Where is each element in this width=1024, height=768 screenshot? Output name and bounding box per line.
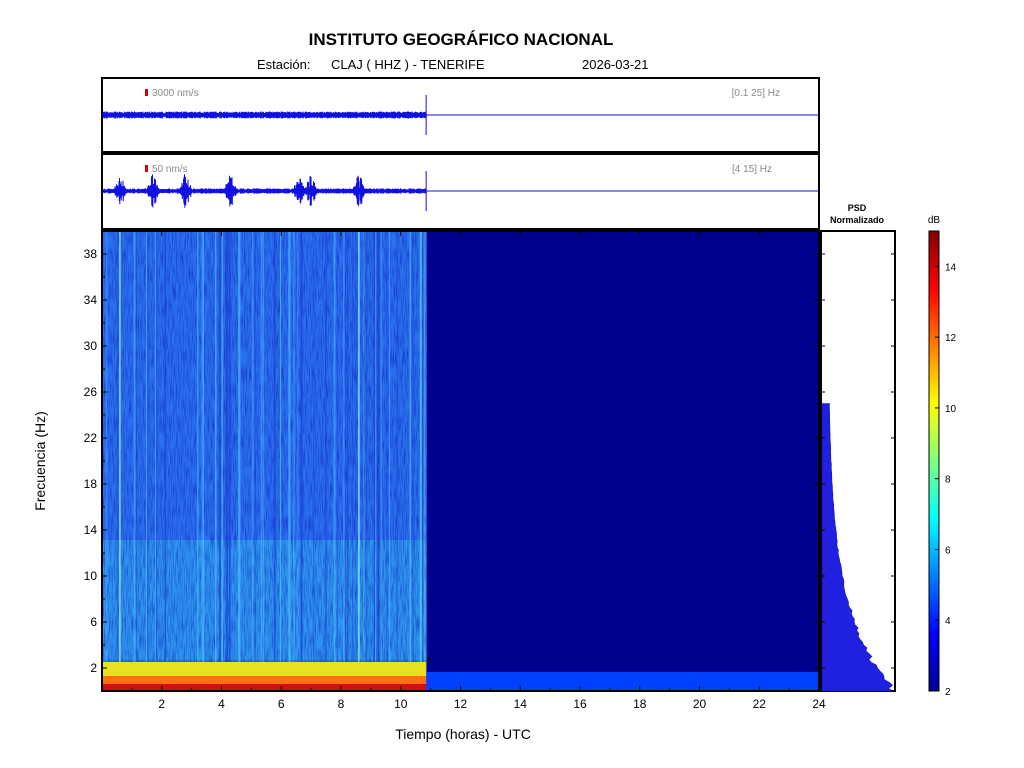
filtered-trace: [102, 171, 818, 211]
spectrogram-empty-region: [426, 231, 819, 691]
x-tick-label: 8: [338, 697, 345, 711]
x-tick-label: 12: [454, 697, 468, 711]
y-tick-label: 14: [84, 523, 98, 537]
broadband-trace: [102, 95, 818, 135]
x-axis-label: Tiempo (horas) - UTC: [395, 726, 531, 742]
spectrogram-low-red: [102, 684, 427, 691]
date-label: 2026-03-21: [582, 57, 649, 72]
colorbar-gradient: [928, 230, 940, 692]
scale-marker-icon: [145, 89, 148, 96]
psd-curve: [821, 403, 893, 692]
y-axis-label: Frecuencia (Hz): [32, 411, 48, 511]
x-tick-label: 14: [514, 697, 528, 711]
colorbar-tick-label: 12: [945, 333, 957, 344]
colorbar-ticks: 2 4 6 8 10 12 14: [935, 262, 957, 698]
x-tick-label: 2: [158, 697, 165, 711]
scale-marker-icon: [145, 165, 148, 172]
colorbar: dB 2 4 6 8 10 12 14: [928, 215, 957, 698]
colorbar-tick-label: 14: [945, 262, 957, 273]
station-name: CLAJ ( HHZ ) - TENERIFE: [331, 57, 485, 72]
y-tick-label: 34: [84, 293, 98, 307]
psd-label-line2: Normalizado: [830, 215, 885, 225]
filtered-band-label: [4 15] Hz: [732, 164, 772, 175]
spectrogram-low-band: [426, 672, 819, 691]
psd-label-line1: PSD: [848, 203, 867, 213]
colorbar-tick-label: 10: [945, 404, 957, 415]
y-tick-label: 6: [90, 615, 97, 629]
spectrogram-event-lines: [101, 231, 427, 671]
spectrogram-low-orange: [102, 676, 427, 684]
x-tick-label: 24: [812, 697, 826, 711]
filtered-scale-label: 50 nm/s: [152, 164, 188, 175]
colorbar-tick-label: 2: [945, 687, 951, 698]
y-tick-label: 22: [84, 431, 98, 445]
station-label: Estación:: [257, 57, 310, 72]
broadband-scale-label: 3000 nm/s: [152, 88, 199, 99]
psd-panel: PSD Normalizado: [820, 203, 896, 692]
x-tick-label: 4: [218, 697, 225, 711]
psd-ticks: [821, 253, 895, 669]
x-tick-label: 20: [693, 697, 707, 711]
y-tick-label: 2: [90, 661, 97, 675]
x-tick-label: 6: [278, 697, 285, 711]
x-tick-label: 18: [633, 697, 647, 711]
y-tick-label: 26: [84, 385, 98, 399]
y-tick-label: 10: [84, 569, 98, 583]
x-tick-label: 16: [573, 697, 587, 711]
x-tick-label: 22: [753, 697, 767, 711]
colorbar-tick-label: 4: [945, 616, 951, 627]
broadband-band-label: [0.1 25] Hz: [732, 88, 780, 99]
y-tick-label: 38: [84, 247, 98, 261]
seismogram-panel-broadband: 3000 nm/s [0.1 25] Hz: [101, 77, 820, 153]
spectrogram-noise-texture: [102, 231, 427, 671]
y-tick-label: 30: [84, 339, 98, 353]
colorbar-unit: dB: [928, 215, 941, 226]
figure-title: INSTITUTO GEOGRÁFICO NACIONAL: [309, 30, 614, 49]
x-axis-ticks: 2 4 6 8 10 12 14 16 18 20 22 24: [131, 231, 826, 711]
colorbar-tick-label: 6: [945, 545, 951, 556]
y-tick-label: 18: [84, 477, 98, 491]
x-tick-label: 10: [394, 697, 408, 711]
colorbar-tick-label: 8: [945, 475, 951, 486]
spectrogram-low-yellow: [102, 662, 427, 676]
seismogram-panel-filtered: 50 nm/s [4 15] Hz: [101, 153, 820, 230]
